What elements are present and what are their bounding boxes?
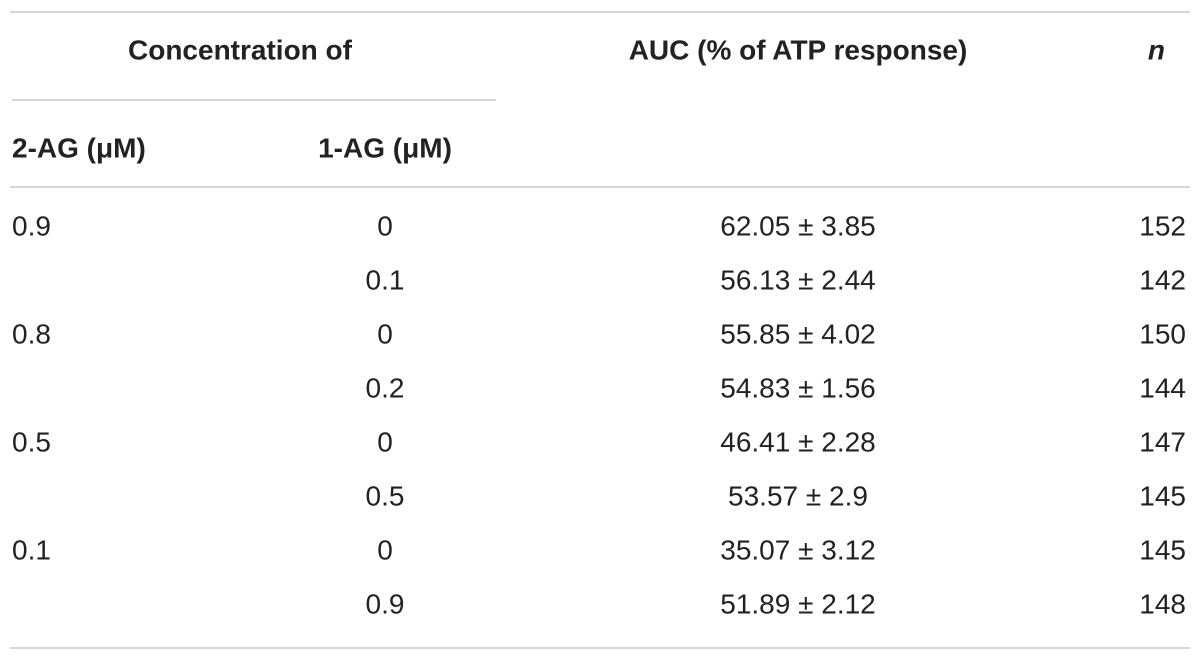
- col1-header: 2-AG (μM): [12, 132, 146, 163]
- cell-n: 142: [1139, 264, 1186, 295]
- cell-auc: 35.07 ± 3.12: [720, 534, 876, 565]
- cell-1ag: 0: [377, 426, 393, 457]
- col2-header: 1-AG (μM): [318, 132, 452, 163]
- cell-1ag: 0: [377, 318, 393, 349]
- cell-auc: 51.89 ± 2.12: [720, 588, 876, 619]
- cell-1ag: 0.2: [366, 372, 405, 403]
- cell-2ag: 0.9: [12, 210, 51, 241]
- cell-1ag: 0.9: [366, 588, 405, 619]
- cell-2ag: 0.5: [12, 426, 51, 457]
- cell-auc: 55.85 ± 4.02: [720, 318, 876, 349]
- cell-n: 144: [1139, 372, 1186, 403]
- cell-2ag: 0.1: [12, 534, 51, 565]
- cell-1ag: 0.1: [366, 264, 405, 295]
- cell-1ag: 0.5: [366, 480, 405, 511]
- cell-auc: 54.83 ± 1.56: [720, 372, 876, 403]
- cell-auc: 62.05 ± 3.85: [720, 210, 876, 241]
- cell-n: 147: [1139, 426, 1186, 457]
- cell-n: 150: [1139, 318, 1186, 349]
- cell-n: 152: [1139, 210, 1186, 241]
- cell-n: 148: [1139, 588, 1186, 619]
- cell-n: 145: [1139, 534, 1186, 565]
- cell-auc: 53.57 ± 2.9: [728, 480, 868, 511]
- n-header: n: [1148, 34, 1165, 65]
- cell-2ag: 0.8: [12, 318, 51, 349]
- group-header: Concentration of: [128, 34, 353, 65]
- cell-n: 145: [1139, 480, 1186, 511]
- cell-1ag: 0: [377, 210, 393, 241]
- cell-auc: 46.41 ± 2.28: [720, 426, 876, 457]
- cell-auc: 56.13 ± 2.44: [720, 264, 876, 295]
- cell-1ag: 0: [377, 534, 393, 565]
- auc-header: AUC (% of ATP response): [629, 34, 968, 65]
